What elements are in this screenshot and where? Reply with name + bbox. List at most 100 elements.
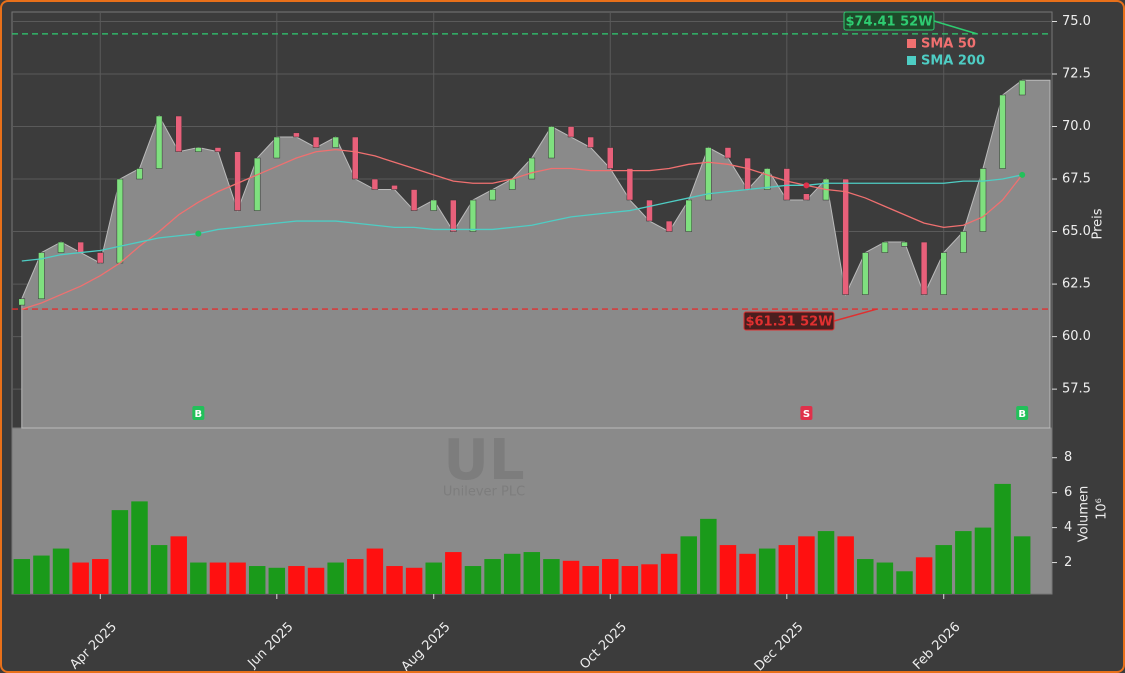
x-tick-label: Jun 2025 [245, 620, 297, 671]
candle [489, 189, 496, 201]
candle [97, 252, 104, 264]
candle [528, 157, 536, 180]
volume-bar [1013, 536, 1031, 594]
volume-bar [150, 545, 168, 594]
volume-bar [817, 531, 835, 594]
candle [332, 136, 339, 148]
y-axis-unit: 10⁶ [1095, 498, 1110, 520]
candle [548, 126, 555, 159]
y-tick-label: 60.0 [1062, 329, 1091, 344]
volume-bar [837, 536, 854, 594]
sma-line [21, 174, 1023, 262]
legend-swatch [907, 39, 916, 48]
signal-badge [1016, 406, 1029, 420]
y-tick-label: 62.5 [1062, 277, 1091, 292]
candle [862, 252, 869, 295]
volume-bar [974, 527, 992, 594]
volume-bar [327, 562, 344, 594]
volume-bar [52, 548, 70, 594]
annotation-arrow [833, 308, 878, 322]
y-tick-label: 57.5 [1062, 382, 1091, 397]
candle [450, 199, 457, 232]
candle [234, 151, 241, 211]
y-tick-label: 72.5 [1062, 66, 1091, 81]
volume-bar [857, 559, 874, 594]
volume-bar [719, 545, 737, 594]
signal-point [803, 182, 810, 189]
volume-bar [92, 559, 109, 594]
y-tick-label: 67.5 [1062, 172, 1091, 187]
y-axis-label: Preis [1091, 208, 1106, 239]
volume-bar [739, 553, 756, 594]
volume-bar [13, 559, 31, 594]
signal-badge [800, 406, 813, 420]
volume-bar [209, 562, 227, 594]
candle [77, 241, 84, 253]
candle [116, 178, 124, 264]
volume-bar [915, 557, 933, 594]
candle [214, 147, 222, 152]
y-tick-label: 4 [1064, 520, 1072, 535]
candle [646, 199, 653, 222]
candle [38, 252, 45, 300]
y-tick-label: 6 [1064, 485, 1072, 500]
y-tick-label: 8 [1064, 450, 1072, 465]
volume-bar [170, 536, 187, 594]
x-tick-label: Apr 2025 [67, 620, 120, 671]
candle [803, 193, 810, 201]
annotation-label: $61.31 52W [745, 315, 832, 330]
y-tick-label: 75.0 [1062, 14, 1091, 29]
y-axis-label: Volumen [1077, 486, 1092, 543]
volume-bar [758, 548, 776, 594]
y-tick-label: 2 [1064, 555, 1072, 570]
volume-bar [464, 566, 482, 594]
candle [920, 241, 928, 295]
volume-bar [700, 518, 717, 594]
volume-bar [602, 559, 619, 594]
volume-bar [680, 536, 697, 594]
volume-bar [445, 552, 462, 594]
candle [57, 241, 65, 253]
candle [175, 115, 182, 152]
candle [155, 115, 163, 169]
candle [685, 199, 692, 232]
price-area [21, 79, 1051, 429]
volume-bar [955, 531, 972, 594]
volume-bar [778, 545, 796, 594]
volume-bar [72, 562, 89, 594]
candle [469, 199, 477, 232]
candle [979, 168, 987, 232]
volume-bar [876, 562, 894, 594]
volume-bar [366, 548, 384, 594]
candle [842, 178, 849, 295]
signal-point [195, 230, 202, 237]
sma-line [21, 148, 1023, 310]
candle [1018, 80, 1026, 96]
candle [18, 298, 26, 306]
volume-bar [543, 559, 560, 594]
volume-bar [111, 510, 129, 594]
legend-label: SMA 50 [921, 37, 976, 52]
candle [352, 136, 359, 180]
volume-bar [229, 562, 246, 594]
candle [763, 168, 771, 190]
y-tick-label: 70.0 [1062, 119, 1091, 134]
candle [607, 147, 614, 169]
volume-bar [347, 559, 364, 594]
candle [724, 147, 732, 159]
volume-bar [425, 562, 442, 594]
candle [744, 157, 751, 190]
candle [587, 136, 594, 148]
candle [410, 189, 418, 211]
candle [293, 132, 300, 138]
volume-bar [405, 567, 423, 594]
volume-bar [33, 555, 50, 594]
signal-label: S [803, 409, 810, 420]
volume-bar [248, 566, 266, 594]
candle [136, 168, 143, 180]
candle [999, 94, 1006, 169]
candle [273, 136, 281, 159]
candle [430, 199, 437, 211]
volume-title: UL [443, 428, 524, 493]
